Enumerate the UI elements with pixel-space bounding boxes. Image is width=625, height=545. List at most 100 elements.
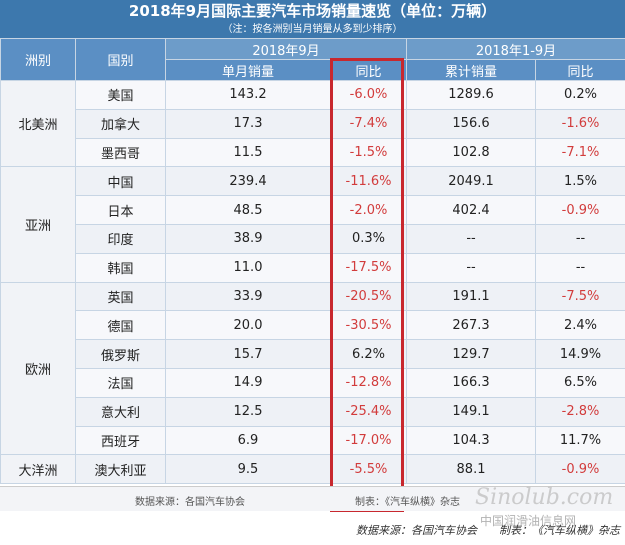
country-cell: 韩国 [75,252,166,283]
yoy-month-cell: -2.0% [329,195,408,225]
yoy-ytd-cell: -1.6% [535,108,625,139]
region-cell: 欧洲 [0,281,76,456]
header-monthly-sales: 单月销量 [165,59,331,81]
header-period-ytd: 2018年1-9月 [406,38,625,60]
yoy-ytd-cell: -7.5% [535,281,625,312]
monthly-sales-cell: 9.5 [165,454,331,485]
country-cell: 法国 [75,367,166,398]
yoy-ytd-cell: 14.9% [535,339,625,369]
monthly-sales-cell: 33.9 [165,281,331,312]
yoy-month-cell: -11.6% [329,166,408,197]
country-cell: 俄罗斯 [75,339,166,369]
table-title: 2018年9月国际主要汽车市场销量速览（单位：万辆） [0,0,625,22]
yoy-month-cell: -25.4% [329,396,408,427]
cumulative-sales-cell: -- [406,223,537,254]
cumulative-sales-cell: 166.3 [406,367,537,398]
country-cell: 英国 [75,281,166,312]
country-cell: 澳大利亚 [75,454,166,485]
sales-table: 洲别 国别 2018年9月 2018年1-9月 单月销量 同比 累计销量 同比 … [0,38,625,485]
table-row: 法国 14.9 -12.8% 166.3 6.5% [1,367,625,398]
table-row: 意大利 12.5 -25.4% 149.1 -2.8% [1,396,625,427]
country-cell: 日本 [75,195,166,225]
yoy-ytd-cell: -0.9% [535,195,625,225]
header-yoy-ytd: 同比 [535,59,625,81]
table-row: 德国 20.0 -30.5% 267.3 2.4% [1,310,625,341]
region-cell: 北美洲 [0,79,76,168]
header-yoy-month: 同比 [329,59,408,81]
footer-source: 数据来源：各国汽车协会 [135,497,245,508]
yoy-month-cell: -17.0% [329,425,408,456]
monthly-sales-cell: 38.9 [165,223,331,254]
region-cell: 大洋洲 [0,454,76,485]
yoy-month-cell: 0.3% [329,223,408,254]
monthly-sales-cell: 143.2 [165,80,331,110]
cumulative-sales-cell: 267.3 [406,310,537,341]
table-note: （注：按各洲别当月销量从多到少排序） [0,22,625,38]
country-cell: 意大利 [75,396,166,427]
table-row: 亚洲 中国 239.4 -11.6% 2049.1 1.5% [0,166,625,283]
table-row: 墨西哥 11.5 -1.5% 102.8 -7.1% [1,137,625,168]
yoy-ytd-cell: 0.2% [535,80,625,110]
yoy-month-cell: -17.5% [329,252,408,283]
yoy-month-cell: -20.5% [329,281,408,312]
cumulative-sales-cell: 191.1 [406,281,537,312]
table-body: 北美洲 美国 143.2 -6.0% 1289.6 0.2% 加拿大 17.3 -7.4% 156… [0,79,625,485]
yoy-ytd-cell: 11.7% [535,425,625,456]
header-period-month: 2018年9月 [164,38,408,60]
table-row: 俄罗斯 15.7 6.2% 129.7 14.9% [1,339,625,369]
yoy-ytd-cell: -- [535,252,625,283]
image-caption: 数据来源：各国汽车协会 制表：《汽车纵横》杂志 [356,524,620,537]
table-row: 日本 48.5 -2.0% 402.4 -0.9% [1,195,625,225]
yoy-month-cell: -5.5% [329,454,408,485]
table-footer: 数据来源：各国汽车协会 制表：《汽车纵横》杂志 [0,486,625,511]
cumulative-sales-cell: -- [406,252,537,283]
footer-maker: 制表：《汽车纵横》杂志 [355,497,460,508]
yoy-ytd-cell: -7.1% [535,137,625,168]
header-region: 洲别 [0,38,76,81]
table-row: 北美洲 美国 143.2 -6.0% 1289.6 0.2% [0,79,625,168]
table-row: 大洋洲 澳大利亚 9.5 -5.5% 88.1 -0.9% [0,454,625,485]
yoy-month-cell: 6.2% [329,339,408,369]
country-cell: 印度 [75,223,166,254]
country-cell: 加拿大 [75,108,166,139]
monthly-sales-cell: 48.5 [165,195,331,225]
monthly-sales-cell: 239.4 [165,166,331,197]
country-cell: 墨西哥 [75,137,166,168]
country-cell: 美国 [75,80,166,110]
table-row: 西班牙 6.9 -17.0% 104.3 11.7% [1,425,625,456]
monthly-sales-cell: 17.3 [165,108,331,139]
country-cell: 西班牙 [75,425,166,456]
yoy-ytd-cell: -2.8% [535,396,625,427]
monthly-sales-cell: 6.9 [165,425,331,456]
header-country: 国别 [75,38,166,81]
table-row: 加拿大 17.3 -7.4% 156.6 -1.6% [1,108,625,139]
header-row-periods: 洲别 国别 2018年9月 2018年1-9月 [0,38,625,81]
yoy-ytd-cell: 1.5% [535,166,625,197]
yoy-ytd-cell: 6.5% [535,367,625,398]
yoy-month-cell: -6.0% [329,80,408,110]
cumulative-sales-cell: 129.7 [406,339,537,369]
yoy-ytd-cell: 2.4% [535,310,625,341]
monthly-sales-cell: 11.5 [165,137,331,168]
cumulative-sales-cell: 88.1 [406,454,537,485]
country-cell: 德国 [75,310,166,341]
cumulative-sales-cell: 149.1 [406,396,537,427]
monthly-sales-cell: 11.0 [165,252,331,283]
monthly-sales-cell: 20.0 [165,310,331,341]
header-row-columns: 单月销量 同比 累计销量 同比 [1,59,625,81]
monthly-sales-cell: 15.7 [165,339,331,369]
table-row: 印度 38.9 0.3% -- -- [1,223,625,254]
yoy-ytd-cell: -0.9% [535,454,625,485]
monthly-sales-cell: 12.5 [165,396,331,427]
yoy-month-cell: -12.8% [329,367,408,398]
table-row: 欧洲 英国 33.9 -20.5% 191.1 -7.5% [0,281,625,456]
country-cell: 中国 [75,166,166,197]
cumulative-sales-cell: 156.6 [406,108,537,139]
yoy-month-cell: -7.4% [329,108,408,139]
monthly-sales-cell: 14.9 [165,367,331,398]
yoy-month-cell: -1.5% [329,137,408,168]
yoy-month-cell: -30.5% [329,310,408,341]
cumulative-sales-cell: 2049.1 [406,166,537,197]
table-row: 韩国 11.0 -17.5% -- -- [1,252,625,283]
